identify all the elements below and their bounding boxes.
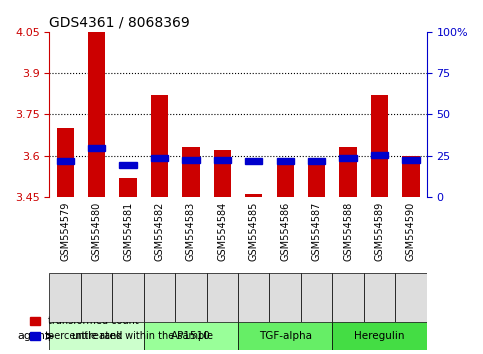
Bar (308, 158, 325, 164)
Bar (332, 273, 364, 322)
Bar (371, 152, 388, 158)
Bar (49, 322, 144, 350)
Bar (332, 322, 426, 350)
Bar (88, 145, 105, 151)
Bar (57, 128, 74, 197)
Bar (49, 273, 81, 322)
Bar (245, 194, 262, 197)
Bar (213, 150, 231, 197)
Text: untreated: untreated (71, 331, 122, 341)
Bar (238, 322, 332, 350)
Bar (182, 157, 199, 162)
Bar (151, 95, 168, 197)
Bar (308, 161, 325, 197)
Bar (402, 157, 420, 162)
Bar (402, 155, 420, 197)
Bar (395, 273, 426, 322)
Bar (88, 32, 105, 197)
Bar (144, 322, 238, 350)
Text: AP1510: AP1510 (171, 331, 211, 341)
Text: Heregulin: Heregulin (354, 331, 405, 341)
Bar (144, 273, 175, 322)
Bar (371, 95, 388, 197)
Bar (182, 147, 199, 197)
Bar (277, 158, 294, 164)
Bar (340, 147, 357, 197)
Bar (277, 164, 294, 197)
Bar (81, 273, 113, 322)
Bar (213, 157, 231, 162)
Bar (270, 273, 301, 322)
Bar (207, 273, 238, 322)
Legend: transformed count, percentile rank within the sample: transformed count, percentile rank withi… (30, 316, 213, 341)
Bar (245, 158, 262, 164)
Bar (364, 273, 395, 322)
Bar (119, 162, 137, 168)
Bar (175, 273, 207, 322)
Text: TGF-alpha: TGF-alpha (259, 331, 312, 341)
Bar (340, 155, 357, 161)
Text: GDS4361 / 8068369: GDS4361 / 8068369 (49, 15, 190, 29)
Bar (151, 155, 168, 161)
Bar (57, 158, 74, 164)
Text: agent: agent (17, 331, 49, 341)
Bar (119, 178, 137, 197)
Bar (113, 273, 144, 322)
Bar (301, 273, 332, 322)
Bar (238, 273, 270, 322)
